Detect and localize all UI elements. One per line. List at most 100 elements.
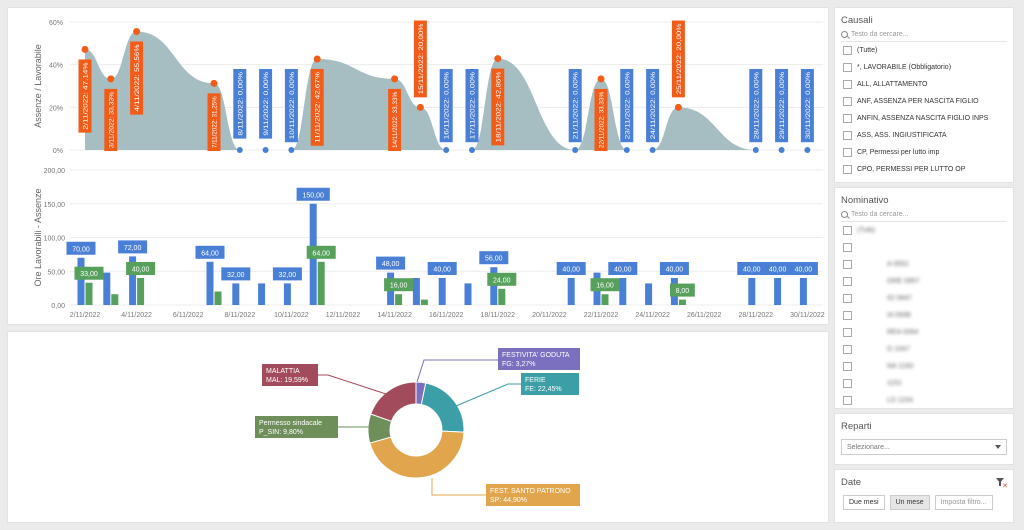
bar-y-tick-label: 50,00 xyxy=(47,269,65,276)
checkbox[interactable] xyxy=(843,63,852,72)
bar-data-label: 72,00 xyxy=(118,240,148,254)
checkbox[interactable] xyxy=(843,114,852,123)
area-data-label: 14/11/2022: 33,33% xyxy=(388,88,402,151)
bar-label-box xyxy=(556,262,586,275)
area-point xyxy=(81,45,89,53)
bar xyxy=(283,283,291,305)
nominativo-item[interactable]: IO 0847 xyxy=(835,290,1013,307)
bar-label-box xyxy=(590,278,620,292)
bar-y-tick-label: 100,00 xyxy=(44,236,66,243)
nominativo-item[interactable]: (Tutti) xyxy=(835,222,1013,239)
bar-x-tick-label: 22/11/2022 xyxy=(584,312,619,319)
area-label-box xyxy=(491,68,505,146)
checkbox[interactable] xyxy=(843,362,852,371)
imposta-filtro-button[interactable]: Imposta filtro... xyxy=(934,495,993,510)
area-point xyxy=(262,147,269,153)
nominativo-item[interactable]: REA 0064 xyxy=(835,324,1013,341)
checkbox[interactable] xyxy=(843,148,852,157)
area-y-tick-label: 0% xyxy=(53,148,63,155)
nominativo-item[interactable]: NA 1160 xyxy=(835,358,1013,375)
clear-filter-icon[interactable]: ✕ xyxy=(996,477,1008,490)
checkbox[interactable] xyxy=(843,328,852,337)
bar-label-box xyxy=(737,262,767,275)
causali-item[interactable]: (Tutte) xyxy=(835,42,1013,59)
bar-y-tick-label: 0,00 xyxy=(51,303,65,310)
checkbox[interactable] xyxy=(843,97,852,106)
checkbox[interactable] xyxy=(843,165,852,174)
bar xyxy=(774,278,782,305)
checkbox[interactable] xyxy=(843,345,852,354)
checkbox[interactable] xyxy=(843,277,852,286)
area-label-text: 23/11/2022: 0,00% xyxy=(624,72,631,139)
reparti-dropdown[interactable]: Selezionare... xyxy=(841,439,1007,455)
area-point xyxy=(288,147,295,153)
checkbox[interactable] xyxy=(843,294,852,303)
causali-item[interactable]: ANFIN, ASSENZA NASCITA FIGLIO INPS xyxy=(835,110,1013,127)
bar-label-box xyxy=(487,272,517,286)
bar xyxy=(567,278,575,305)
due-mesi-button[interactable]: Due mesi xyxy=(843,495,885,510)
date-title: Date xyxy=(841,477,862,488)
checkbox[interactable] xyxy=(843,311,852,320)
bar-x-tick-label: 2/11/2022 xyxy=(70,312,101,319)
bar xyxy=(601,294,609,305)
causali-item[interactable]: CP, Permessi per lutto imp xyxy=(835,144,1013,161)
checkbox[interactable] xyxy=(843,46,852,55)
reparti-placeholder: Selezionare... xyxy=(847,443,890,451)
area-point xyxy=(107,75,115,83)
bar-data-label: 8,00 xyxy=(670,283,695,297)
nominativo-list: (Tutti) A 0552 ORE 0957 IO 0847 IA 0698 REA 0… xyxy=(835,222,1013,409)
nominativo-item[interactable]: O 1047 xyxy=(835,341,1013,358)
nominativo-item-label: IO 0847 xyxy=(887,295,912,302)
nominativo-item[interactable]: ORE 0957 xyxy=(835,273,1013,290)
bar-label-text: 64,00 xyxy=(312,250,330,257)
nominativo-search-input[interactable]: Testo da cercare... xyxy=(835,209,1013,221)
area-point xyxy=(649,147,656,153)
nominativo-item[interactable]: IA 0698 xyxy=(835,307,1013,324)
nominativo-item[interactable]: 1151 xyxy=(835,375,1013,392)
bar xyxy=(258,283,266,305)
area-label-text: 22/11/2022: 33,33% xyxy=(599,92,606,148)
area-data-label: 28/11/2022: 0,00% xyxy=(749,69,763,143)
nominativo-item[interactable]: A 0552 xyxy=(835,256,1013,273)
area-label-box xyxy=(310,68,324,146)
area-label-text: 9/11/2022: 0,00% xyxy=(263,72,270,136)
nominativo-item[interactable]: LD 1154 xyxy=(835,392,1013,409)
checkbox[interactable] xyxy=(843,379,852,388)
donut-label: Permesso sindacale P_SIN: 9,80% xyxy=(255,416,375,438)
causali-item[interactable]: CPO, PERMESSI PER LUTTO OP xyxy=(835,161,1013,178)
area-point xyxy=(443,147,450,153)
causali-item[interactable]: ALL, ALLATTAMENTO xyxy=(835,76,1013,93)
checkbox[interactable] xyxy=(843,80,852,89)
area-y-axis-label: Assenze / Lavorabile xyxy=(33,44,43,128)
nominativo-item-label: LD 1154 xyxy=(887,397,913,404)
area-label-box xyxy=(104,88,118,151)
causali-item[interactable]: ANF, ASSENZA PER NASCITA FIGLIO xyxy=(835,93,1013,110)
area-data-label: 25/11/2022: 20,00% xyxy=(671,20,685,98)
checkbox[interactable] xyxy=(843,243,852,252)
bar-label-box xyxy=(296,187,330,201)
reparti-title: Reparti xyxy=(841,421,872,432)
causali-item[interactable]: *, LAVORABILE (Obbligatorio) xyxy=(835,59,1013,76)
donut-label-box xyxy=(498,348,580,370)
checkbox[interactable] xyxy=(843,260,852,269)
area-data-label: 29/11/2022: 0,00% xyxy=(775,69,789,143)
nominativo-item[interactable] xyxy=(835,239,1013,256)
causali-item-label: ANFIN, ASSENZA NASCITA FIGLIO INPS xyxy=(857,115,989,122)
donut-label-value: P_SIN: 9,80% xyxy=(259,429,303,436)
causali-search-input[interactable]: Testo da cercare... xyxy=(835,29,1013,41)
donut-label: FEST. SANTO PATRONO SP: 44,90% xyxy=(431,478,580,506)
un-mese-button[interactable]: Un mese xyxy=(889,495,930,510)
causali-slicer: Causali Testo da cercare... (Tutte) *, LA… xyxy=(834,7,1014,183)
checkbox[interactable] xyxy=(843,131,852,140)
bar-y-axis-label: Ore Lavorabili - Assenze xyxy=(33,188,43,286)
checkbox[interactable] xyxy=(843,396,852,405)
bar-data-label: 40,00 xyxy=(763,262,793,275)
bar-label-text: 64,00 xyxy=(201,250,219,257)
bar-data-label: 24,00 xyxy=(487,272,517,286)
area-y-tick-label: 40% xyxy=(49,63,63,70)
area-label-box xyxy=(233,69,247,139)
bar-label-box xyxy=(221,267,251,281)
causali-item[interactable]: ASS, ASS. INGIUSTIFICATA xyxy=(835,127,1013,144)
checkbox[interactable] xyxy=(843,226,852,235)
